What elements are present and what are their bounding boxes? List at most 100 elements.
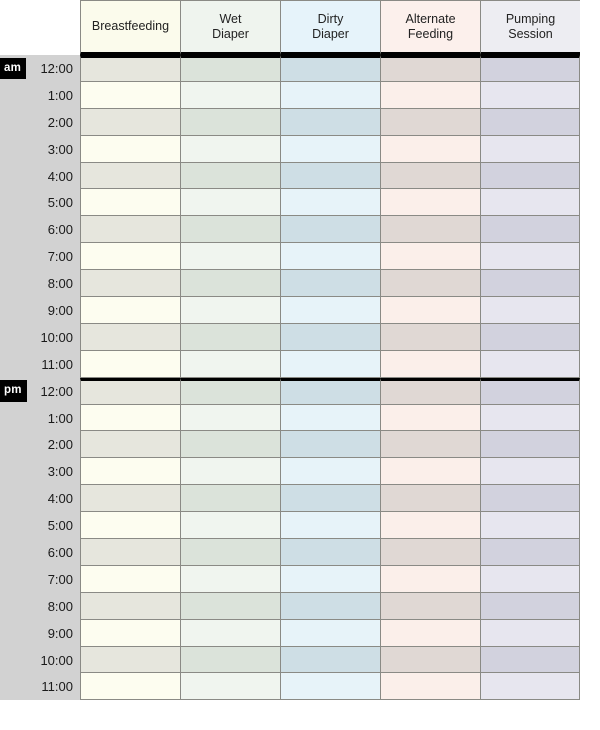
log-cell-alternate-feeding[interactable] <box>380 539 480 566</box>
log-cell-pumping-session[interactable] <box>480 565 580 593</box>
log-cell-wet-diaper[interactable] <box>180 189 280 217</box>
log-cell-pumping-session[interactable] <box>480 539 580 566</box>
log-cell-dirty-diaper[interactable] <box>280 377 380 405</box>
log-cell-alternate-feeding[interactable] <box>380 135 480 163</box>
log-cell-wet-diaper[interactable] <box>180 539 280 566</box>
log-cell-dirty-diaper[interactable] <box>280 673 380 701</box>
log-cell-alternate-feeding[interactable] <box>380 619 480 647</box>
log-cell-dirty-diaper[interactable] <box>280 646 380 674</box>
log-cell-pumping-session[interactable] <box>480 458 580 486</box>
log-cell-breastfeeding[interactable] <box>80 431 180 459</box>
log-cell-pumping-session[interactable] <box>480 323 580 351</box>
log-cell-dirty-diaper[interactable] <box>280 323 380 351</box>
log-cell-pumping-session[interactable] <box>480 485 580 513</box>
log-cell-pumping-session[interactable] <box>480 270 580 298</box>
log-cell-pumping-session[interactable] <box>480 431 580 459</box>
log-cell-breastfeeding[interactable] <box>80 565 180 593</box>
log-cell-breastfeeding[interactable] <box>80 592 180 620</box>
log-cell-wet-diaper[interactable] <box>180 592 280 620</box>
log-cell-wet-diaper[interactable] <box>180 673 280 701</box>
log-cell-alternate-feeding[interactable] <box>380 592 480 620</box>
log-cell-pumping-session[interactable] <box>480 673 580 701</box>
log-cell-alternate-feeding[interactable] <box>380 512 480 540</box>
log-cell-breastfeeding[interactable] <box>80 673 180 701</box>
log-cell-dirty-diaper[interactable] <box>280 243 380 271</box>
log-cell-dirty-diaper[interactable] <box>280 189 380 217</box>
log-cell-breastfeeding[interactable] <box>80 135 180 163</box>
log-cell-alternate-feeding[interactable] <box>380 323 480 351</box>
log-cell-wet-diaper[interactable] <box>180 55 280 82</box>
log-cell-pumping-session[interactable] <box>480 404 580 432</box>
log-cell-dirty-diaper[interactable] <box>280 216 380 244</box>
log-cell-pumping-session[interactable] <box>480 619 580 647</box>
log-cell-breastfeeding[interactable] <box>80 485 180 513</box>
log-cell-dirty-diaper[interactable] <box>280 619 380 647</box>
log-cell-pumping-session[interactable] <box>480 135 580 163</box>
log-cell-dirty-diaper[interactable] <box>280 431 380 459</box>
log-cell-wet-diaper[interactable] <box>180 216 280 244</box>
log-cell-wet-diaper[interactable] <box>180 512 280 540</box>
log-cell-alternate-feeding[interactable] <box>380 404 480 432</box>
log-cell-alternate-feeding[interactable] <box>380 565 480 593</box>
log-cell-breastfeeding[interactable] <box>80 458 180 486</box>
log-cell-wet-diaper[interactable] <box>180 565 280 593</box>
log-cell-pumping-session[interactable] <box>480 108 580 136</box>
log-cell-wet-diaper[interactable] <box>180 162 280 190</box>
log-cell-alternate-feeding[interactable] <box>380 377 480 405</box>
log-cell-wet-diaper[interactable] <box>180 458 280 486</box>
log-cell-alternate-feeding[interactable] <box>380 55 480 82</box>
log-cell-alternate-feeding[interactable] <box>380 270 480 298</box>
log-cell-dirty-diaper[interactable] <box>280 592 380 620</box>
log-cell-breastfeeding[interactable] <box>80 646 180 674</box>
log-cell-wet-diaper[interactable] <box>180 350 280 378</box>
log-cell-pumping-session[interactable] <box>480 592 580 620</box>
log-cell-dirty-diaper[interactable] <box>280 270 380 298</box>
log-cell-alternate-feeding[interactable] <box>380 189 480 217</box>
log-cell-dirty-diaper[interactable] <box>280 485 380 513</box>
log-cell-breastfeeding[interactable] <box>80 539 180 566</box>
log-cell-wet-diaper[interactable] <box>180 646 280 674</box>
log-cell-alternate-feeding[interactable] <box>380 673 480 701</box>
log-cell-wet-diaper[interactable] <box>180 485 280 513</box>
log-cell-alternate-feeding[interactable] <box>380 108 480 136</box>
log-cell-breastfeeding[interactable] <box>80 512 180 540</box>
log-cell-pumping-session[interactable] <box>480 162 580 190</box>
log-cell-wet-diaper[interactable] <box>180 323 280 351</box>
log-cell-breastfeeding[interactable] <box>80 189 180 217</box>
log-cell-dirty-diaper[interactable] <box>280 297 380 324</box>
log-cell-pumping-session[interactable] <box>480 189 580 217</box>
log-cell-breastfeeding[interactable] <box>80 243 180 271</box>
log-cell-dirty-diaper[interactable] <box>280 350 380 378</box>
log-cell-wet-diaper[interactable] <box>180 81 280 109</box>
log-cell-wet-diaper[interactable] <box>180 270 280 298</box>
log-cell-breastfeeding[interactable] <box>80 377 180 405</box>
log-cell-dirty-diaper[interactable] <box>280 565 380 593</box>
log-cell-alternate-feeding[interactable] <box>380 646 480 674</box>
log-cell-dirty-diaper[interactable] <box>280 108 380 136</box>
log-cell-breastfeeding[interactable] <box>80 216 180 244</box>
log-cell-alternate-feeding[interactable] <box>380 431 480 459</box>
log-cell-dirty-diaper[interactable] <box>280 404 380 432</box>
log-cell-pumping-session[interactable] <box>480 377 580 405</box>
log-cell-breastfeeding[interactable] <box>80 108 180 136</box>
log-cell-alternate-feeding[interactable] <box>380 458 480 486</box>
log-cell-pumping-session[interactable] <box>480 297 580 324</box>
log-cell-dirty-diaper[interactable] <box>280 55 380 82</box>
log-cell-breastfeeding[interactable] <box>80 81 180 109</box>
log-cell-breastfeeding[interactable] <box>80 323 180 351</box>
log-cell-dirty-diaper[interactable] <box>280 458 380 486</box>
log-cell-breastfeeding[interactable] <box>80 162 180 190</box>
log-cell-dirty-diaper[interactable] <box>280 135 380 163</box>
log-cell-pumping-session[interactable] <box>480 243 580 271</box>
log-cell-pumping-session[interactable] <box>480 512 580 540</box>
log-cell-breastfeeding[interactable] <box>80 619 180 647</box>
log-cell-dirty-diaper[interactable] <box>280 539 380 566</box>
log-cell-dirty-diaper[interactable] <box>280 512 380 540</box>
log-cell-wet-diaper[interactable] <box>180 243 280 271</box>
log-cell-pumping-session[interactable] <box>480 646 580 674</box>
log-cell-pumping-session[interactable] <box>480 55 580 82</box>
log-cell-wet-diaper[interactable] <box>180 108 280 136</box>
log-cell-wet-diaper[interactable] <box>180 297 280 324</box>
log-cell-alternate-feeding[interactable] <box>380 350 480 378</box>
log-cell-dirty-diaper[interactable] <box>280 162 380 190</box>
